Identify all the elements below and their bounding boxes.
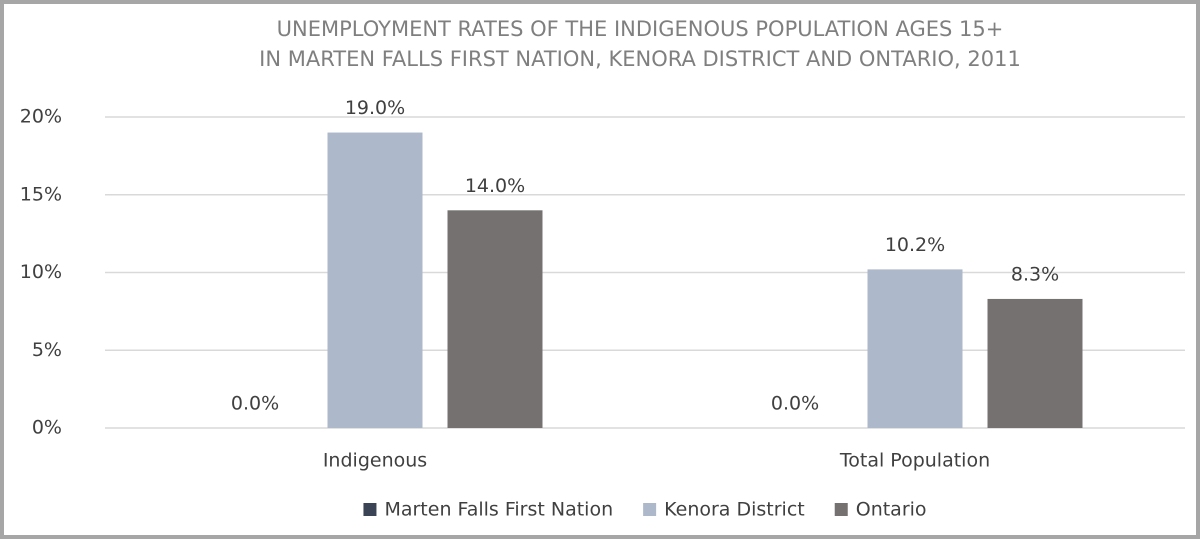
data-label: 10.2% [885,234,945,256]
y-tick-label: 20% [20,106,62,128]
chart-title: IN MARTEN FALLS FIRST NATION, KENORA DIS… [259,47,1021,71]
legend-label: Kenora District [664,499,805,521]
y-tick-label: 5% [32,339,62,361]
legend-swatch [643,503,657,516]
data-label: 0.0% [231,393,279,415]
y-tick-label: 15% [20,183,62,205]
chart-title: UNEMPLOYMENT RATES OF THE INDIGENOUS POP… [277,17,1004,41]
data-label: 14.0% [465,175,525,197]
data-label: 0.0% [771,393,819,415]
legend-label: Marten Falls First Nation [384,499,613,521]
y-tick-label: 10% [20,261,62,283]
bar [447,210,543,428]
data-label: 19.0% [345,97,405,119]
bar [867,269,963,428]
bar [987,298,1083,428]
y-tick-label: 0% [32,417,62,439]
x-tick-label: Indigenous [323,450,427,472]
data-label: 8.3% [1011,263,1059,285]
bar [327,132,423,429]
x-tick-label: Total Population [839,450,990,472]
legend-swatch [834,503,848,516]
legend-swatch [363,503,377,516]
legend-label: Ontario [856,499,927,521]
